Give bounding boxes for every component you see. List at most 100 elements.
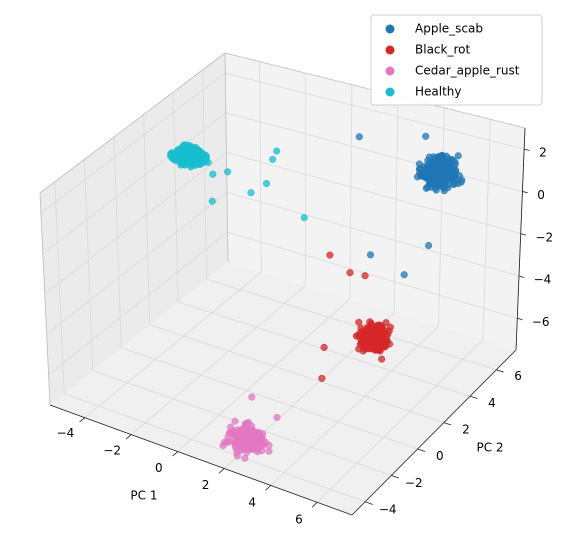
point-cedar_apple_rust: [220, 438, 229, 446]
grid-line-y-floor: [206, 278, 497, 371]
point-apple_scab: [413, 173, 422, 181]
grid-line-y-wall: [172, 92, 179, 303]
y-tick-label: 0: [436, 449, 444, 463]
grid-line-y-wall: [202, 69, 208, 280]
x-tick-mark: [172, 451, 179, 457]
y-tick-label: −2: [405, 476, 423, 490]
point-cedar_apple_rust: [227, 423, 235, 431]
x-tick-label: −2: [103, 443, 121, 457]
y-tick-mark: [364, 501, 373, 505]
point-apple_scab: [400, 271, 408, 279]
point-cedar_apple_rust: [235, 435, 243, 443]
pane-edge: [39, 192, 51, 406]
y-tick-mark: [443, 422, 452, 426]
y-tick-mark: [469, 395, 478, 399]
point-apple_scab: [429, 177, 437, 185]
point-healthy: [208, 197, 216, 205]
point-healthy: [247, 189, 255, 197]
data-points: [167, 132, 466, 462]
legend-label: Healthy: [415, 85, 462, 99]
point-apple_scab: [441, 168, 450, 176]
point-cedar_apple_rust: [258, 435, 266, 443]
y-tick-label: 2: [462, 422, 470, 436]
x-tick-label: −4: [57, 426, 75, 440]
x-tick-mark: [125, 434, 132, 440]
point-healthy: [273, 147, 281, 155]
z-tick-mark: [524, 148, 530, 151]
legend-marker: [385, 24, 395, 34]
x-tick-label: 2: [202, 478, 210, 492]
z-tick-label: 0: [537, 188, 545, 202]
point-black_rot: [346, 269, 354, 277]
legend-label: Black_rot: [415, 43, 470, 57]
left-wall-pane: [40, 53, 228, 405]
grid-line-y-wall: [54, 181, 65, 394]
point-black_rot: [326, 251, 334, 259]
grid-line-x-wall: [259, 61, 262, 273]
point-cedar_apple_rust: [248, 393, 256, 401]
z-tick-mark: [522, 191, 528, 194]
point-black_rot: [320, 343, 328, 351]
point-apple_scab: [457, 178, 465, 186]
y-tick-mark: [496, 369, 504, 373]
grid-line-x-wall: [349, 84, 353, 300]
point-apple_scab: [355, 133, 363, 141]
pane-edge: [224, 52, 229, 263]
point-cedar_apple_rust: [241, 429, 250, 437]
point-healthy: [182, 146, 190, 154]
grid-line-z-back: [226, 152, 521, 235]
point-apple_scab: [424, 183, 432, 191]
grid-line-x-wall: [393, 96, 399, 313]
point-apple_scab: [425, 241, 433, 250]
point-black_rot: [381, 343, 389, 351]
axis-lines: [49, 127, 530, 516]
x-tick-mark: [265, 485, 271, 491]
grid-line-x-floor: [84, 271, 262, 419]
point-healthy: [170, 153, 178, 161]
floor-pane: [50, 262, 516, 515]
grid-line-x-wall: [438, 107, 445, 327]
grid-line-x-floor: [270, 326, 439, 486]
point-healthy: [177, 161, 185, 169]
z-tick-mark: [518, 275, 525, 278]
point-apple_scab: [448, 174, 456, 182]
grid-line-z-back: [225, 72, 525, 150]
point-cedar_apple_rust: [239, 445, 247, 453]
z-tick-label: −6: [532, 315, 550, 329]
point-cedar_apple_rust: [249, 437, 257, 445]
y-tick-label: −4: [379, 502, 397, 516]
y-tick-mark: [391, 475, 399, 479]
point-black_rot: [378, 355, 386, 363]
grid-line-x-wall: [482, 119, 491, 340]
back-wall-pane: [225, 53, 525, 350]
z-axis-line: [515, 127, 526, 351]
grid-line-z-back: [227, 231, 518, 319]
x-axis-line: [49, 404, 353, 516]
point-apple_scab: [422, 132, 430, 140]
x-tick-label: 6: [295, 513, 303, 527]
grid-line-x-floor: [177, 298, 351, 452]
point-healthy: [300, 214, 308, 222]
grid-line-z-back: [226, 191, 520, 277]
grid-line-y-wall: [113, 136, 122, 348]
point-healthy: [224, 168, 232, 176]
legend-box: [370, 14, 543, 106]
point-healthy: [262, 179, 271, 188]
point-apple_scab: [454, 152, 462, 160]
point-cedar_apple_rust: [241, 454, 249, 462]
point-black_rot: [361, 272, 369, 280]
z-tick-mark: [520, 233, 527, 236]
grid-line-z-left: [44, 152, 227, 295]
point-apple_scab: [439, 175, 447, 183]
point-cedar_apple_rust: [233, 452, 241, 460]
x-tick-mark: [218, 468, 225, 474]
point-healthy: [209, 170, 217, 178]
legend-marker: [385, 66, 395, 76]
point-black_rot: [354, 331, 362, 340]
point-apple_scab: [366, 251, 375, 259]
x-tick-mark: [311, 502, 318, 508]
point-apple_scab: [431, 164, 439, 172]
grid-line-z-left: [42, 112, 227, 254]
point-cedar_apple_rust: [231, 417, 239, 425]
